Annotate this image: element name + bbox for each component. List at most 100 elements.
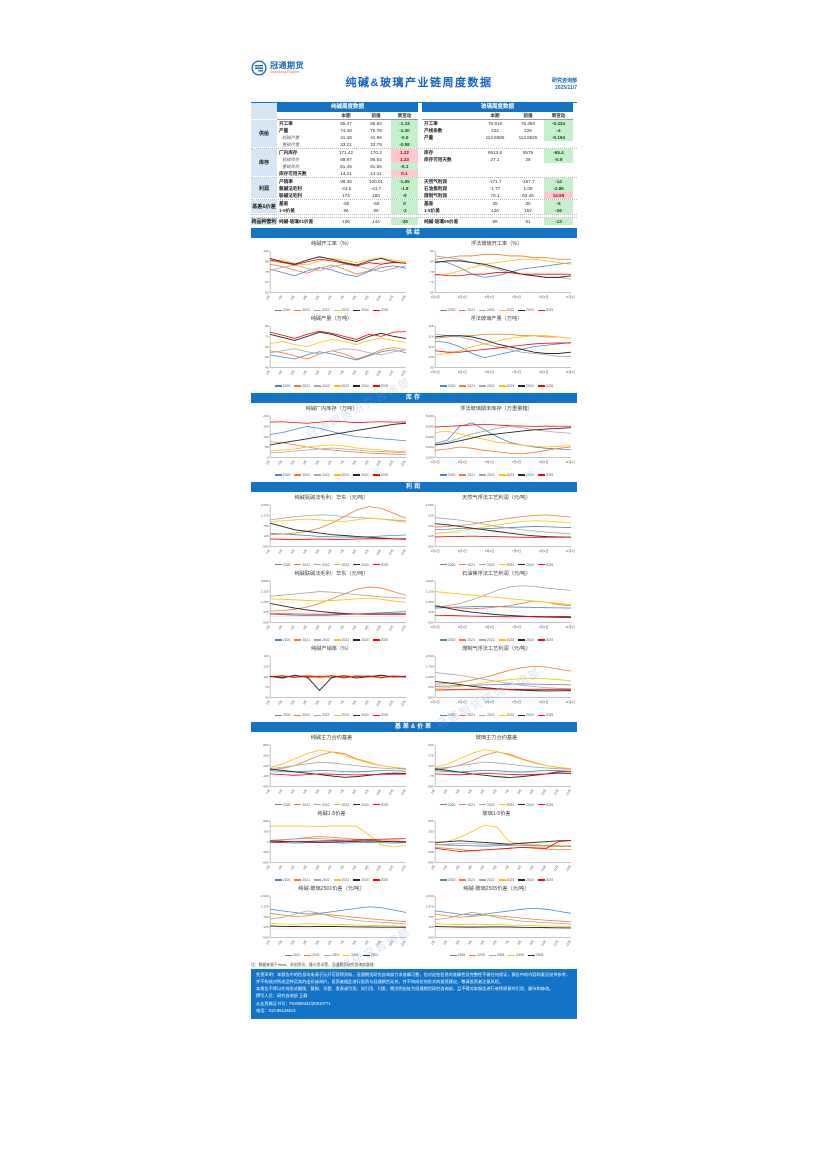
series-line-2022 bbox=[435, 334, 571, 358]
svg-text:5月: 5月 bbox=[314, 459, 320, 465]
value-current: 6513.6 bbox=[487, 150, 503, 155]
legend-swatch bbox=[353, 563, 361, 566]
report-page: 冠通期货 GuanTong Futures 纯碱&玻璃产业链周度数据 研究咨询部… bbox=[251, 56, 577, 1020]
legend-swatch bbox=[518, 639, 526, 641]
legend-item: 2020 bbox=[439, 878, 455, 883]
value-weekly-change: -1.8 bbox=[391, 185, 418, 192]
legend-swatch bbox=[478, 803, 486, 806]
legend-swatch bbox=[478, 879, 486, 881]
legend-item: 2022 bbox=[478, 473, 495, 478]
svg-text:2月: 2月 bbox=[277, 295, 283, 301]
svg-text:3月: 3月 bbox=[290, 624, 296, 630]
chart-grid: 纯碱主力合约基差 -400 -100 200 500 800 1月 2月 3月 4月 5月 6月 7月 8… bbox=[251, 732, 577, 960]
svg-text:7月1日: 7月1日 bbox=[512, 549, 521, 553]
svg-text:12月: 12月 bbox=[400, 699, 407, 706]
series-line-2023 bbox=[270, 338, 407, 348]
svg-text:7月: 7月 bbox=[504, 789, 510, 795]
value-current: 33.21 bbox=[340, 142, 352, 147]
svg-text:8月: 8月 bbox=[351, 699, 357, 705]
legend-swatch bbox=[537, 385, 545, 387]
value-current: 106 bbox=[342, 219, 350, 224]
svg-text:7月1日: 7月1日 bbox=[512, 370, 521, 374]
legend-swatch bbox=[498, 639, 506, 641]
legend-swatch bbox=[274, 879, 282, 881]
series-line-2024 bbox=[435, 335, 572, 355]
svg-text:7月: 7月 bbox=[504, 864, 510, 870]
svg-text:6月: 6月 bbox=[327, 789, 333, 795]
legend-swatch bbox=[294, 639, 302, 641]
svg-text:5月1日: 5月1日 bbox=[485, 370, 494, 374]
legend-item: 2023 bbox=[333, 878, 349, 883]
svg-text:50: 50 bbox=[265, 290, 269, 294]
value-current: 78.1 bbox=[490, 193, 500, 198]
value-weekly-change: 14.65 bbox=[544, 192, 573, 199]
svg-text:9月: 9月 bbox=[364, 370, 370, 376]
legend-swatch bbox=[498, 385, 506, 387]
svg-text:12月: 12月 bbox=[565, 864, 572, 871]
legend-item: 2024 bbox=[353, 638, 369, 643]
svg-text:2,000: 2,000 bbox=[261, 894, 269, 898]
table-row: 轻碱库存 89.97 88.64 1.33 bbox=[277, 156, 418, 163]
svg-text:125: 125 bbox=[263, 925, 268, 929]
legend-swatch bbox=[274, 385, 282, 387]
svg-text:6月: 6月 bbox=[492, 940, 498, 946]
legend-item: 2101 bbox=[284, 953, 300, 958]
svg-text:10月: 10月 bbox=[375, 940, 382, 947]
legend-swatch bbox=[439, 639, 447, 641]
svg-text:2月: 2月 bbox=[442, 940, 448, 946]
value-weekly-change: -13 bbox=[544, 218, 573, 225]
legend-item: 2020 bbox=[439, 638, 455, 643]
chart-title: 纯碱产销率（%） bbox=[311, 645, 352, 652]
svg-text:3月1日: 3月1日 bbox=[458, 549, 467, 553]
series-line-2021 bbox=[435, 253, 571, 260]
legend-swatch bbox=[313, 385, 321, 387]
svg-text:-150: -150 bbox=[427, 850, 433, 854]
series-line-2025 bbox=[270, 773, 406, 776]
svg-text:40: 40 bbox=[265, 366, 269, 370]
svg-text:11月: 11月 bbox=[388, 295, 395, 302]
table-row: 产量 74.48 75.78 -1.30 bbox=[277, 127, 418, 134]
chart-title: 纯碱联碱法毛利：华东（元/吨） bbox=[294, 570, 369, 577]
svg-text:1月1日: 1月1日 bbox=[430, 624, 439, 628]
chart-legend: 2020 2021 2022 2023 2024 2025 bbox=[253, 473, 410, 478]
chart-legend: 2020 2021 2022 2023 2024 2025 bbox=[418, 384, 575, 389]
legend-swatch bbox=[274, 474, 282, 476]
legend-item: 2020 bbox=[274, 563, 290, 568]
value-previous: 144 bbox=[372, 219, 380, 224]
table-row: 纯碱-玻璃05价差 68 81 -13 bbox=[422, 218, 573, 225]
series-line-2023 bbox=[270, 257, 407, 266]
series-line-2024 bbox=[270, 332, 407, 343]
svg-text:5月: 5月 bbox=[479, 864, 485, 870]
series-line-2024 bbox=[435, 839, 571, 845]
value-previous: 1.09 bbox=[523, 186, 533, 191]
chart-plot: 65 71 78 84 90 1月1日 3月1日 5月1日 7月1日 9月1日 11月1日 bbox=[430, 249, 575, 299]
chart-title: 煤制气浮法工艺利润（元/吨） bbox=[462, 645, 531, 652]
legend-swatch bbox=[518, 879, 526, 881]
legend-item: 2021 bbox=[459, 563, 475, 568]
svg-text:6,500: 6,500 bbox=[426, 424, 434, 428]
series-line-2022 bbox=[435, 425, 571, 446]
svg-text:9月1日: 9月1日 bbox=[539, 700, 548, 704]
legend-item: 2025 bbox=[537, 638, 553, 643]
value-weekly-change: -0.9 bbox=[544, 156, 573, 163]
legend-swatch bbox=[353, 879, 361, 881]
value-weekly-change: -0.434 bbox=[544, 120, 573, 127]
chart-legend: 2020 2021 2022 2023 2024 2025 bbox=[253, 878, 410, 883]
legend-item: 2022 bbox=[313, 308, 330, 313]
svg-text:3月: 3月 bbox=[455, 940, 461, 946]
series-line-2022 bbox=[270, 590, 406, 599]
legend-swatch bbox=[362, 954, 370, 957]
legend-swatch bbox=[498, 803, 506, 806]
svg-text:8月: 8月 bbox=[351, 624, 357, 630]
value-previous: 30 bbox=[525, 201, 531, 206]
series-line-2025 bbox=[435, 535, 571, 538]
legend-item: 2020 bbox=[439, 563, 455, 568]
svg-text:9月: 9月 bbox=[364, 940, 370, 946]
svg-text:11月1日: 11月1日 bbox=[566, 549, 575, 553]
series-line-2022 bbox=[435, 517, 571, 535]
legend-swatch bbox=[527, 954, 535, 957]
chart-legend: 2020 2021 2022 2023 2024 2025 bbox=[253, 803, 410, 808]
svg-text:-125: -125 bbox=[427, 534, 433, 538]
table-row: 库存 6513.6 6579 -65.4 bbox=[422, 149, 573, 156]
svg-text:65: 65 bbox=[430, 290, 434, 294]
